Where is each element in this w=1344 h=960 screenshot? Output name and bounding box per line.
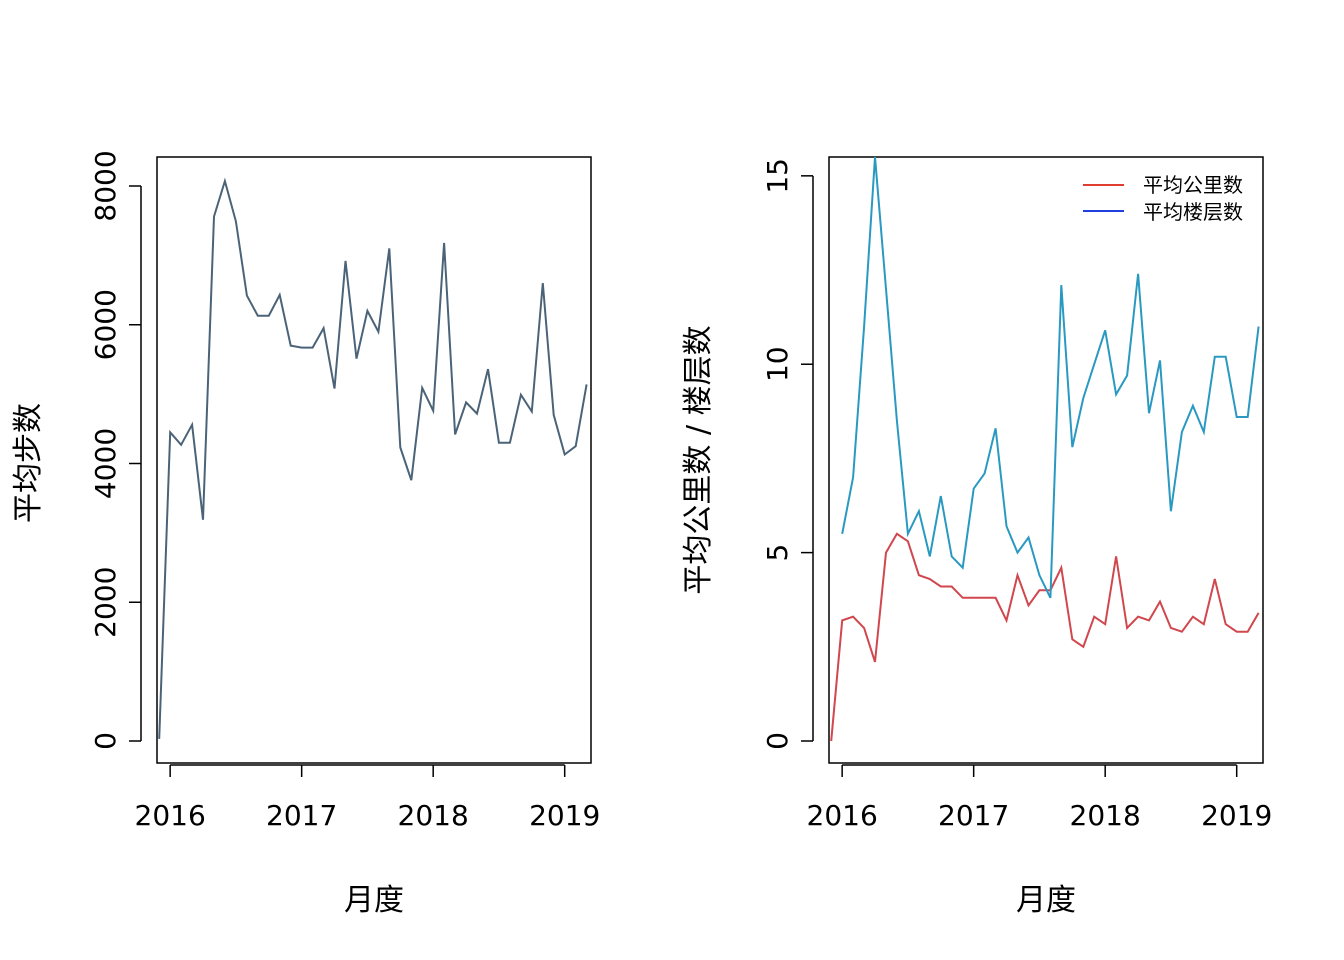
x-axis: 2016 2017 2018 2019	[135, 764, 600, 832]
steps-chart-panel: 0 2000 4000 6000 8000 2016 2017 2018 2019 月度 平均…	[11, 150, 600, 918]
x-tick-label: 2016	[135, 799, 206, 832]
x-tick-label: 2019	[529, 799, 600, 832]
series-lines	[158, 177, 588, 739]
series-lines	[830, 156, 1260, 742]
x-axis-title: 月度	[344, 883, 404, 918]
y-tick-label: 0	[89, 732, 122, 750]
y-tick-label: 4000	[89, 428, 122, 499]
y-tick-label: 10	[761, 346, 794, 382]
y-axis: 0 2000 4000 6000 8000	[89, 150, 142, 750]
series-line-平均公里数	[830, 532, 1260, 742]
plot-frame	[156, 156, 592, 764]
x-axis-title: 月度	[1016, 883, 1076, 918]
x-tick-label: 2018	[398, 799, 469, 832]
plot-frame	[828, 156, 1264, 764]
km-floors-chart-panel: 0 5 10 15 2016 2017 2018 2019 月度 平均公里数 / 楼层数 平…	[681, 156, 1272, 918]
y-tick-label: 5	[761, 544, 794, 562]
y-tick-label: 2000	[89, 567, 122, 638]
y-tick-label: 6000	[89, 289, 122, 360]
legend: 平均公里数 平均楼层数	[1083, 173, 1243, 224]
series-line-平均楼层数	[841, 156, 1260, 599]
legend-label-km: 平均公里数	[1143, 173, 1243, 197]
y-axis-title: 平均公里数 / 楼层数	[681, 325, 716, 594]
x-tick-label: 2019	[1201, 799, 1272, 832]
x-tick-label: 2018	[1070, 799, 1141, 832]
x-tick-label: 2016	[807, 799, 878, 832]
legend-label-floors: 平均楼层数	[1143, 200, 1243, 224]
x-axis: 2016 2017 2018 2019	[807, 764, 1272, 832]
y-axis-title: 平均步数	[11, 403, 46, 523]
y-tick-label: 8000	[89, 150, 122, 221]
x-tick-label: 2017	[266, 799, 337, 832]
y-axis: 0 5 10 15	[761, 158, 814, 750]
y-tick-label: 0	[761, 732, 794, 750]
series-line-series-0	[158, 177, 588, 739]
y-tick-label: 15	[761, 158, 794, 194]
x-tick-label: 2017	[938, 799, 1009, 832]
